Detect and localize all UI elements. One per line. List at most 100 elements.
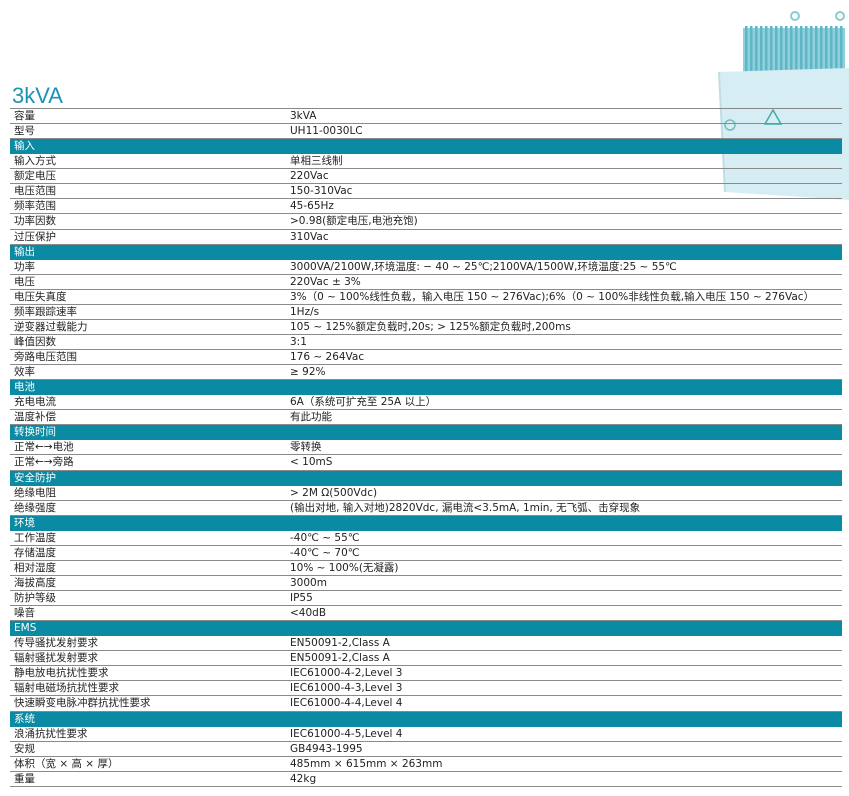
- table-row: 频率范围 45-65Hz: [10, 199, 842, 215]
- spec-value: 310Vac: [290, 230, 329, 243]
- spec-label: 功率因数: [14, 215, 56, 228]
- heatsink-fin: [800, 26, 803, 72]
- heatsink-fin: [760, 26, 763, 72]
- heatsink-fin: [835, 26, 838, 72]
- spec-value: -40℃ ~ 55℃: [290, 531, 360, 544]
- spec-label: 正常←→电池: [14, 441, 74, 454]
- table-row: 旁路电压范围 176 ~ 264Vac: [10, 350, 842, 366]
- spec-value: IEC61000-4-4,Level 4: [290, 697, 403, 710]
- heatsink-fin: [810, 26, 813, 72]
- spec-label: 容量: [14, 110, 35, 122]
- table-row: 工作温度 -40℃ ~ 55℃: [10, 531, 842, 546]
- spec-value: 150-310Vac: [290, 185, 353, 198]
- heatsink-fin: [770, 26, 773, 72]
- table-row: 容量 3kVA: [10, 109, 842, 125]
- table-row: 静电放电抗扰性要求 IEC61000-4-2,Level 3: [10, 666, 842, 682]
- spec-value: (输出对地, 输入对地)2820Vdc, 漏电流<3.5mA, 1min, 无飞…: [290, 501, 641, 514]
- spec-label: 逆变器过载能力: [14, 320, 88, 333]
- heatsink-fin: [825, 26, 828, 72]
- spec-value: 3:1: [290, 335, 307, 348]
- spec-label: 频率范围: [14, 200, 56, 213]
- table-row: 安规 GB4943-1995: [10, 742, 842, 757]
- spec-label: 正常←→旁路: [14, 456, 74, 469]
- table-row: 重量 42kg: [10, 772, 842, 787]
- heatsink-fin: [750, 26, 753, 72]
- spec-label: 防护等级: [14, 592, 56, 604]
- table-row: 绝缘强度 (输出对地, 输入对地)2820Vdc, 漏电流<3.5mA, 1min…: [10, 501, 842, 516]
- spec-value: 105 ~ 125%额定负载时,20s; > 125%额定负载时,200ms: [290, 320, 571, 333]
- table-row: 过压保护 310Vac: [10, 230, 842, 245]
- page-title: 3kVA: [12, 83, 63, 108]
- spec-value: 单相三线制: [290, 155, 343, 168]
- spec-label: 重量: [14, 772, 35, 785]
- spec-value: ≥ 92%: [290, 366, 326, 379]
- spec-value: IP55: [290, 592, 313, 604]
- spec-value: 零转换: [290, 441, 322, 454]
- spec-label: 浪涌抗扰性要求: [14, 727, 88, 740]
- section-title: 系统: [14, 712, 35, 725]
- table-row: 正常←→电池 零转换: [10, 440, 842, 456]
- spec-value: IEC61000-4-3,Level 3: [290, 682, 403, 695]
- heatsink-fin: [815, 26, 818, 72]
- spec-value: 42kg: [290, 772, 317, 785]
- table-row: 电压范围 150-310Vac: [10, 184, 842, 200]
- spec-label: 安规: [14, 742, 35, 755]
- heatsink-fin: [765, 26, 768, 72]
- spec-value: 10% ~ 100%(无凝露): [290, 561, 399, 574]
- spec-value: -40℃ ~ 70℃: [290, 546, 360, 559]
- spec-value: 3%（0 ~ 100%线性负载，输入电压 150 ~ 276Vac);6%（0 …: [290, 290, 815, 303]
- section-header: 系统: [10, 711, 842, 727]
- section-title: 转换时间: [14, 426, 56, 439]
- spec-label: 绝缘电阻: [14, 486, 56, 499]
- table-row: 功率 3000VA/2100W,环境温度: − 40 ~ 25℃;2100VA/1…: [10, 260, 842, 275]
- heatsink-fin: [840, 26, 843, 72]
- table-row: 防护等级 IP55: [10, 591, 842, 607]
- table-row: 效率 ≥ 92%: [10, 365, 842, 381]
- spec-value: 220Vac ± 3%: [290, 275, 361, 288]
- section-header: 输入: [10, 139, 842, 155]
- spec-value: 176 ~ 264Vac: [290, 351, 365, 363]
- spec-value: 485mm × 615mm × 263mm: [290, 757, 443, 770]
- table-row: 峰值因数 3:1: [10, 335, 842, 350]
- spec-label: 辐射电磁场抗扰性要求: [14, 682, 119, 695]
- spec-value: > 2M Ω(500Vdc): [290, 486, 378, 499]
- spec-label: 输入方式: [14, 155, 56, 168]
- spec-value: EN50091-2,Class A: [290, 637, 390, 650]
- section-title: 电池: [14, 381, 35, 394]
- spec-label: 额定电压: [14, 170, 56, 183]
- spec-value: <40dB: [290, 607, 327, 620]
- table-row: 额定电压 220Vac: [10, 169, 842, 185]
- heatsink-fin: [790, 26, 793, 72]
- section-header: 电池: [10, 380, 842, 396]
- spec-label: 电压: [14, 275, 35, 288]
- spec-label: 辐射骚扰发射要求: [14, 652, 98, 665]
- spec-value: < 10mS: [290, 456, 333, 469]
- heatsink-fin: [795, 26, 798, 72]
- spec-label: 海拔高度: [14, 576, 56, 589]
- section-header: 环境: [10, 515, 842, 531]
- spec-label: 噪音: [14, 607, 35, 620]
- spec-value: GB4943-1995: [290, 742, 363, 755]
- spec-value: 1Hz/s: [290, 305, 320, 318]
- spec-value: 45-65Hz: [290, 200, 334, 213]
- section-header: 转换时间: [10, 425, 842, 441]
- table-row: 传导骚扰发射要求 EN50091-2,Class A: [10, 636, 842, 652]
- spec-label: 电压失真度: [14, 290, 67, 303]
- table-row: 充电电流 6A（系统可扩充至 25A 以上）: [10, 395, 842, 411]
- heatsink-fin: [755, 26, 758, 72]
- spec-label: 型号: [14, 125, 35, 138]
- table-row: 电压 220Vac ± 3%: [10, 275, 842, 290]
- table-row: 浪涌抗扰性要求 IEC61000-4-5,Level 4: [10, 727, 842, 742]
- spec-label: 功率: [14, 260, 35, 273]
- table-row: 体积（宽 × 高 × 厚） 485mm × 615mm × 263mm: [10, 757, 842, 772]
- spec-table: 容量 3kVA 型号 UH11-0030LC 输入 输入方式 单相三线制 额定电压 220Vac…: [10, 108, 842, 787]
- table-row: 功率因数 >0.98(额定电压,电池充饱): [10, 214, 842, 230]
- table-row: 逆变器过载能力 105 ~ 125%额定负载时,20s; > 125%额定负载时,…: [10, 320, 842, 335]
- table-row: 输入方式 单相三线制: [10, 154, 842, 170]
- spec-value: 3000m: [290, 576, 327, 589]
- spec-label: 旁路电压范围: [14, 351, 77, 363]
- section-header: 安全防护: [10, 470, 842, 486]
- spec-label: 频率跟踪速率: [14, 305, 77, 318]
- section-header: EMS: [10, 621, 842, 637]
- spec-label: 相对湿度: [14, 561, 56, 574]
